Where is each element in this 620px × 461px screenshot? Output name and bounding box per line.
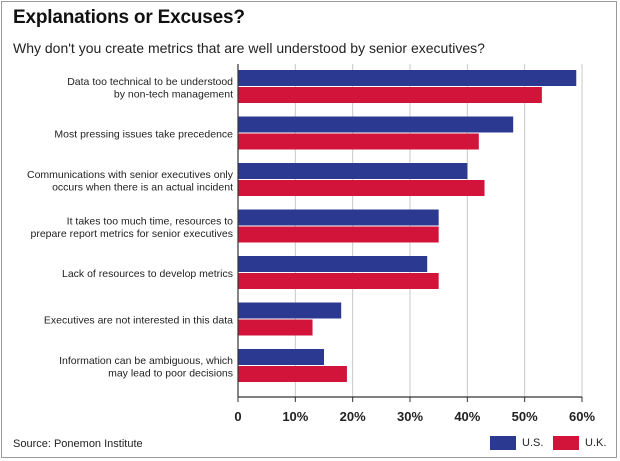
legend-swatch-us bbox=[490, 436, 516, 450]
legend-item-uk: U.K. bbox=[553, 436, 606, 450]
bar-us bbox=[238, 70, 577, 86]
category-label: occurs when there is an actual incident bbox=[52, 181, 233, 193]
x-tick-label: 40% bbox=[454, 409, 480, 424]
category-label: Information can be ambiguous, which bbox=[59, 355, 233, 367]
bar-us bbox=[238, 349, 324, 365]
bar-us bbox=[238, 209, 439, 226]
legend-label-uk: U.K. bbox=[585, 437, 607, 449]
category-label: Data too technical to be understood bbox=[67, 76, 233, 88]
bar-us bbox=[238, 163, 468, 179]
category-label: prepare report metrics for senior execut… bbox=[31, 228, 234, 240]
bar-uk bbox=[238, 180, 485, 196]
source-note: Source: Ponemon Institute bbox=[13, 438, 143, 450]
x-tick-label: 0 bbox=[234, 409, 241, 424]
legend-item-us: U.S. bbox=[490, 436, 543, 450]
x-tick-label: 60% bbox=[569, 409, 595, 424]
category-label: It takes too much time, resources to bbox=[67, 215, 233, 227]
bar-uk bbox=[238, 319, 313, 336]
legend-label-us: U.S. bbox=[522, 437, 544, 449]
bar-uk bbox=[238, 133, 479, 150]
bar-uk bbox=[238, 366, 347, 382]
bar-uk bbox=[238, 87, 542, 103]
x-tick-label: 30% bbox=[397, 409, 423, 424]
bar-us bbox=[238, 256, 428, 272]
bar-uk bbox=[238, 273, 439, 289]
chart-title: Explanations or Excuses? bbox=[13, 7, 245, 28]
x-tick-label: 50% bbox=[512, 409, 538, 424]
x-tick-label: 10% bbox=[282, 409, 308, 424]
bar-us bbox=[238, 302, 342, 319]
category-label: Most pressing issues take precedence bbox=[54, 129, 233, 141]
category-label: may lead to poor decisions bbox=[108, 367, 233, 379]
bar-us bbox=[238, 116, 514, 133]
chart-subtitle: Why don't you create metrics that are we… bbox=[13, 40, 485, 56]
bar-uk bbox=[238, 226, 439, 243]
category-label: Communications with senior executives on… bbox=[27, 169, 234, 181]
legend-swatch-uk bbox=[553, 436, 579, 450]
category-label: Lack of resources to develop metrics bbox=[62, 268, 233, 280]
category-label: by non-tech management bbox=[114, 88, 233, 100]
category-label: Executives are not interested in this da… bbox=[44, 315, 233, 327]
x-tick-label: 20% bbox=[340, 409, 366, 424]
